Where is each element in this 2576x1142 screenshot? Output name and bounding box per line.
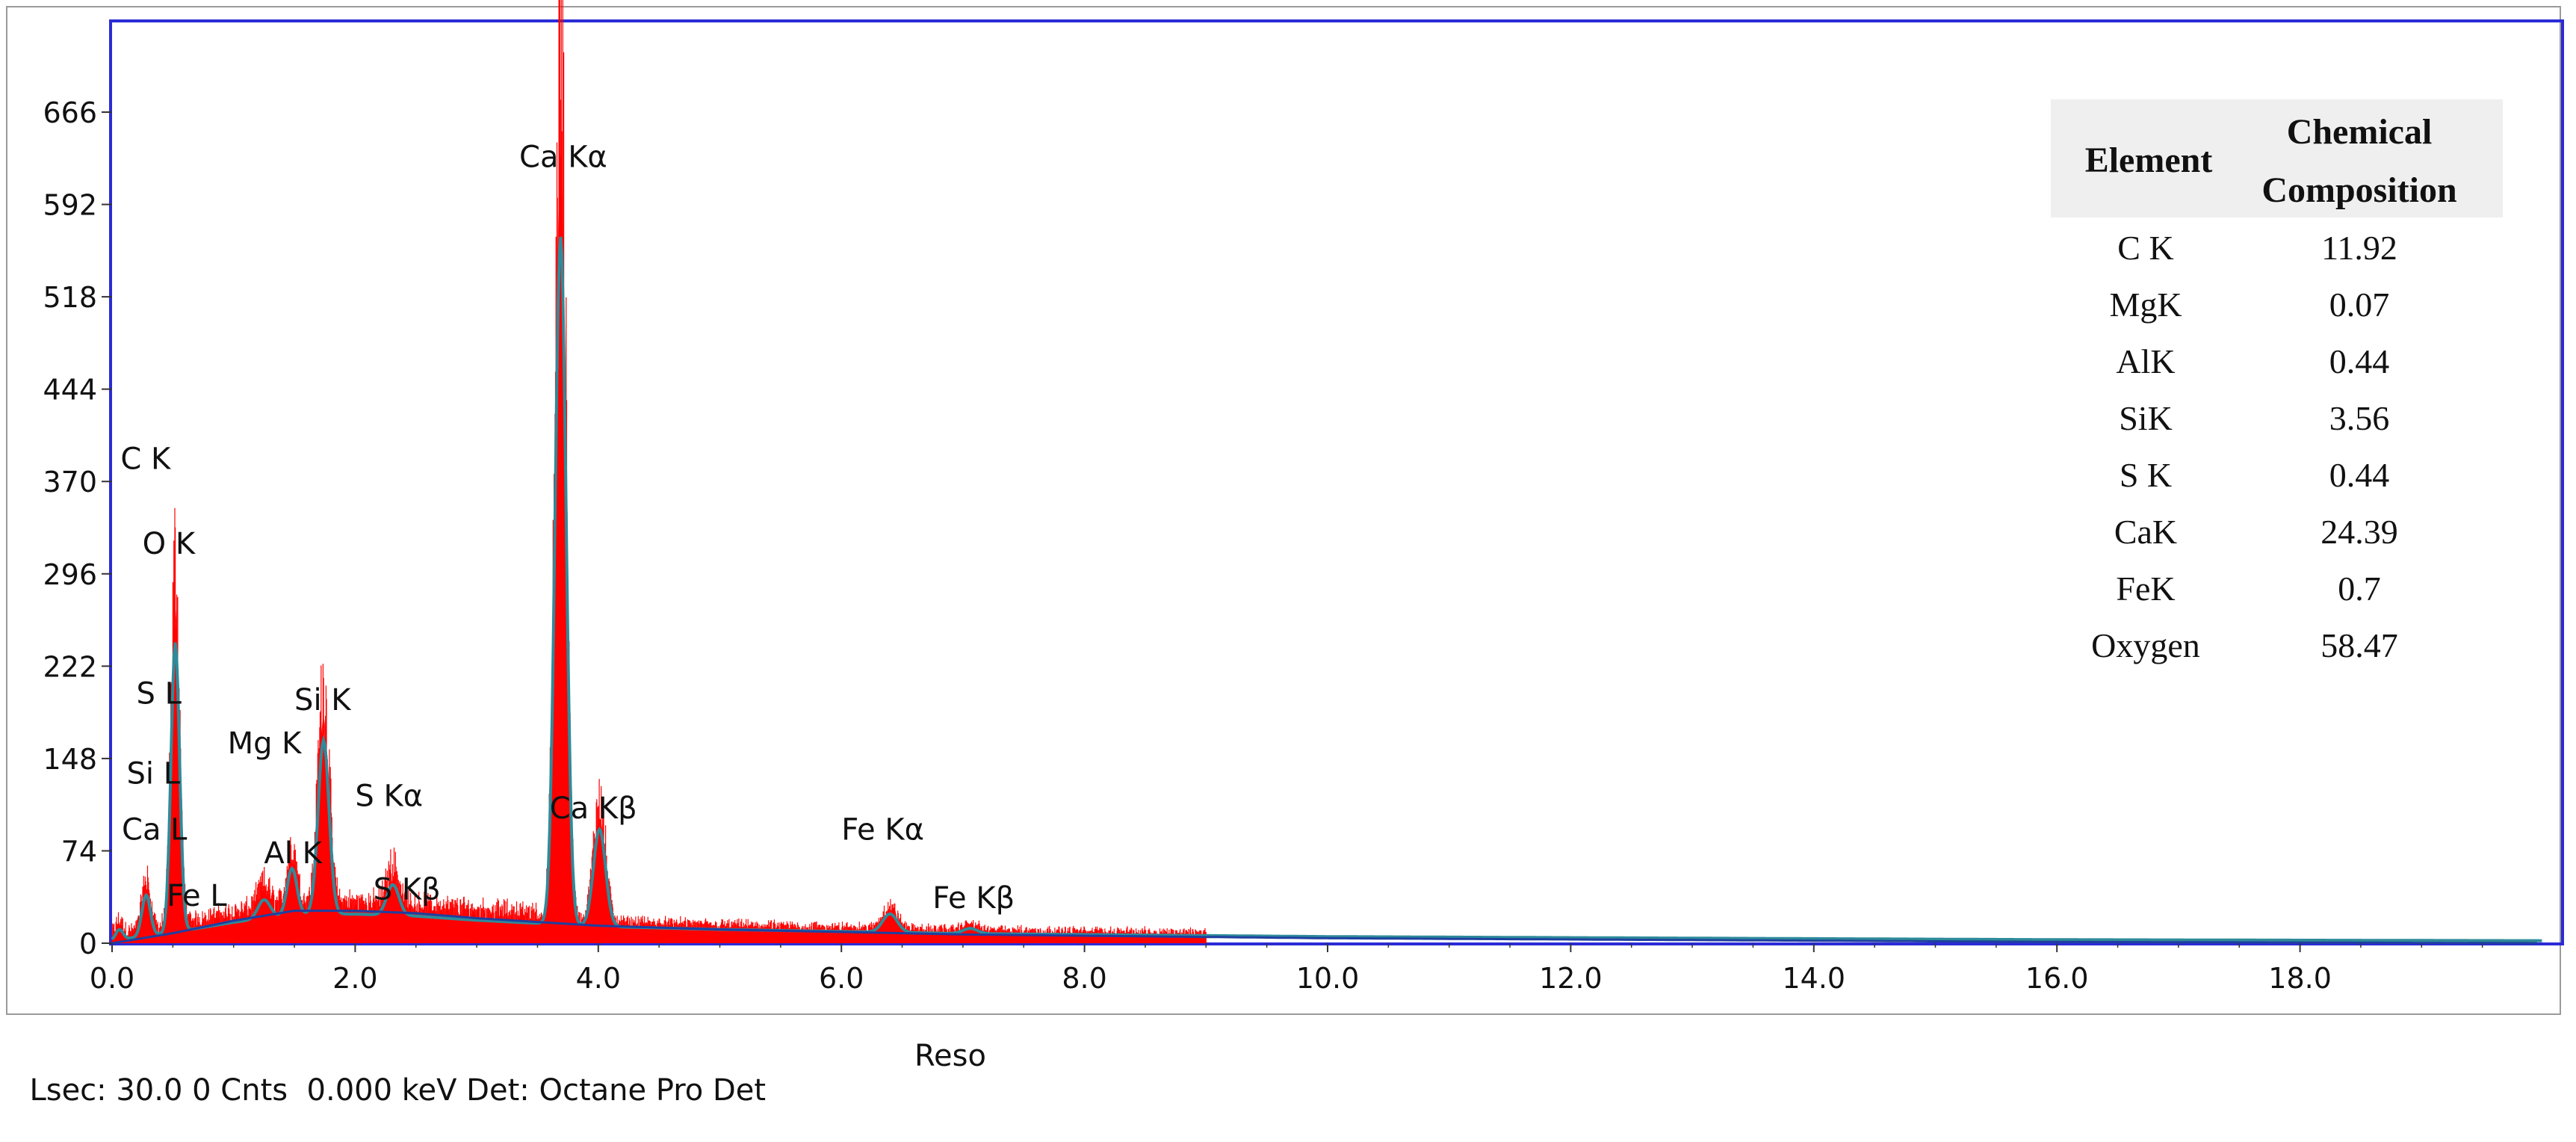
table-header-element: Element [2085, 141, 2213, 180]
table-cell-element: Oxygen [2091, 626, 2200, 664]
peak-label: Fe Kβ [932, 881, 1015, 916]
table-cell-value: 58.47 [2320, 626, 2398, 664]
spectrum-layer [111, 0, 2542, 945]
table-cell-element: S K [2120, 456, 2172, 494]
peak-label: Mg K [228, 726, 303, 761]
y-tick-label: 148 [43, 743, 97, 776]
table-cell-element: FeK [2116, 570, 2175, 608]
peak-label: Ca Kβ [550, 791, 637, 826]
composition-table: Element Chemical Composition C K 11.92 MgK 0.0… [2051, 99, 2503, 664]
x-tick-label: 18.0 [2268, 962, 2332, 995]
reso-label: Reso [914, 1039, 986, 1073]
peak-label: S Kβ [374, 873, 441, 907]
status-text: Lsec: 30.0 0 Cnts 0.000 keV Det: Octane … [29, 1073, 767, 1108]
peak-label: S Kα [355, 779, 423, 813]
y-tick-label: 296 [43, 558, 97, 591]
peak-label: Al K [264, 836, 323, 871]
peak-label: Si K [294, 683, 352, 717]
peak-label: Fe Kα [841, 812, 924, 847]
y-tick-label: 518 [43, 281, 97, 314]
table-header-composition: Composition [2261, 170, 2456, 210]
chart-frame [6, 6, 2561, 1015]
eds-spectrum-chart: 0.0 2.0 4.0 6.0 8.0 10.0 12.0 14.0 16.0 18.0 0 74 1… [43, 0, 2564, 995]
y-tick-label: 666 [43, 96, 97, 129]
x-tick-label: 14.0 [1782, 962, 1845, 995]
table-cell-element: SiK [2119, 399, 2173, 437]
table-cell-value: 11.92 [2321, 229, 2397, 267]
x-tick-label: 4.0 [576, 962, 621, 995]
table-cell-value: 0.44 [2329, 456, 2390, 494]
y-axis: 0 74 148 222 296 370 444 518 592 666 [43, 96, 112, 960]
table-cell-value: 3.56 [2329, 399, 2390, 437]
plot-area [109, 19, 2564, 945]
peak-label: C K [120, 442, 172, 477]
table-cell-value: 24.39 [2320, 513, 2398, 551]
x-axis: 0.0 2.0 4.0 6.0 8.0 10.0 12.0 14.0 16.0 18.0 [90, 943, 2483, 995]
peak-label: Fe L [167, 879, 227, 913]
peak-label: O K [143, 527, 196, 561]
spectrum-counts [111, 0, 1207, 943]
table-cell-value: 0.44 [2329, 342, 2390, 380]
x-tick-label: 16.0 [2025, 962, 2089, 995]
x-tick-label: 0.0 [90, 962, 134, 995]
y-tick-label: 222 [43, 650, 97, 683]
peak-label: S L [137, 676, 182, 711]
table-cell-element: CaK [2114, 513, 2177, 551]
table-header-chemical: Chemical [2287, 112, 2433, 152]
table-cell-value: 0.07 [2329, 286, 2390, 324]
status-footer: Lsec: 30.0 0 Cnts 0.000 keV Det: Octane … [10, 1039, 985, 1142]
y-tick-label: 74 [61, 835, 97, 868]
x-tick-label: 8.0 [1062, 962, 1106, 995]
table-cell-element: AlK [2116, 342, 2175, 380]
y-tick-label: 444 [43, 374, 97, 407]
x-tick-label: 2.0 [332, 962, 377, 995]
peak-label: Si L [127, 756, 181, 791]
table-cell-element: MgK [2109, 286, 2182, 324]
spectrum-fill [112, 153, 1207, 943]
peak-label: Ca L [122, 812, 188, 847]
peak-label: Ca Kα [519, 140, 607, 174]
table-cell-value: 0.7 [2338, 570, 2381, 608]
table-cell-element: C K [2117, 229, 2173, 267]
background-line [111, 910, 2537, 945]
y-tick-label: 370 [43, 466, 97, 499]
x-tick-label: 10.0 [1296, 962, 1360, 995]
peak-labels: C K O K S L Si L Ca L Fe L Mg K Si K Al K S Kα S K… [120, 140, 1015, 916]
x-tick-label: 6.0 [819, 962, 864, 995]
fit-line [111, 236, 2542, 942]
table-header-bg [2051, 99, 2503, 217]
y-tick-label: 0 [79, 928, 97, 960]
x-tick-label: 12.0 [1539, 962, 1603, 995]
y-tick-label: 592 [43, 189, 97, 222]
